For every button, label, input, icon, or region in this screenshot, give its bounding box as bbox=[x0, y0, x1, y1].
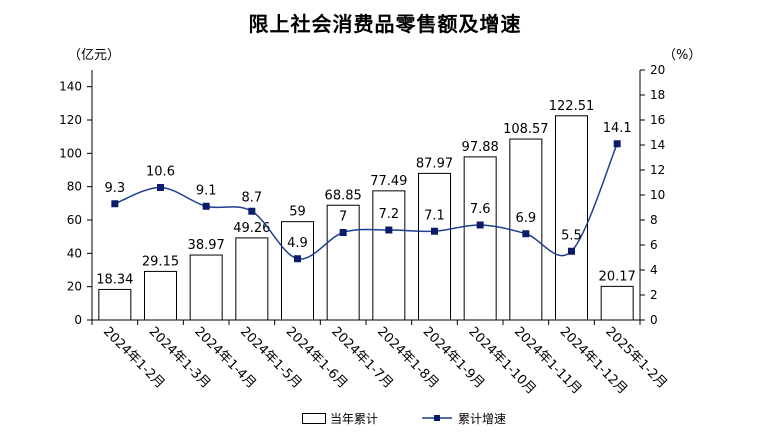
right-axis-unit: （%） bbox=[663, 48, 702, 63]
right-tick-label: 0 bbox=[650, 313, 658, 327]
right-tick-label: 20 bbox=[650, 63, 665, 77]
legend-line-swatch bbox=[422, 415, 452, 421]
bar-value-label: 49.26 bbox=[233, 221, 270, 236]
bar-value-label: 77.49 bbox=[370, 174, 407, 189]
left-tick-label: 40 bbox=[67, 246, 82, 260]
growth-marker bbox=[202, 202, 210, 210]
growth-value-label: 7.1 bbox=[424, 208, 445, 223]
growth-marker bbox=[339, 229, 347, 236]
left-axis-unit: （亿元） bbox=[68, 48, 121, 63]
bar bbox=[372, 190, 406, 321]
growth-marker bbox=[568, 247, 575, 255]
growth-value-label: 8.7 bbox=[241, 190, 262, 205]
left-tick-label: 140 bbox=[59, 80, 82, 94]
bar-value-label: 68.85 bbox=[325, 188, 362, 203]
growth-marker bbox=[111, 200, 119, 208]
growth-marker bbox=[385, 226, 393, 234]
right-tick-label: 16 bbox=[650, 113, 665, 127]
growth-value-label: 6.9 bbox=[515, 211, 536, 226]
bar bbox=[509, 138, 543, 321]
growth-value-label: 5.5 bbox=[561, 228, 582, 243]
right-tick-label: 4 bbox=[650, 263, 658, 277]
left-tick-label: 100 bbox=[59, 146, 82, 160]
right-tick-label: 8 bbox=[650, 213, 658, 227]
bar-value-label: 18.34 bbox=[96, 272, 133, 287]
growth-value-label: 4.9 bbox=[287, 236, 308, 251]
bar-value-label: 20.17 bbox=[599, 269, 636, 284]
growth-marker bbox=[613, 140, 621, 148]
bar-value-label: 108.57 bbox=[503, 122, 549, 137]
bar bbox=[463, 156, 497, 321]
bar bbox=[235, 237, 269, 321]
growth-marker bbox=[431, 227, 438, 235]
growth-marker bbox=[522, 230, 530, 238]
left-tick-label: 120 bbox=[59, 113, 82, 127]
bar-value-label: 122.51 bbox=[549, 99, 595, 114]
left-tick-label: 20 bbox=[67, 280, 82, 294]
growth-value-label: 7.6 bbox=[470, 202, 491, 217]
growth-value-label: 7.2 bbox=[378, 207, 399, 222]
bar-value-label: 97.88 bbox=[462, 140, 499, 155]
bar bbox=[555, 115, 588, 321]
right-tick-label: 12 bbox=[650, 163, 665, 177]
bar bbox=[326, 204, 360, 321]
right-tick-label: 18 bbox=[650, 88, 665, 102]
growth-marker bbox=[248, 207, 256, 215]
right-tick-label: 6 bbox=[650, 238, 658, 252]
left-tick-label: 80 bbox=[67, 180, 82, 194]
growth-value-label: 10.6 bbox=[146, 165, 175, 180]
growth-marker bbox=[294, 255, 301, 263]
growth-value-label: 9.1 bbox=[196, 183, 217, 198]
growth-value-label: 14.1 bbox=[603, 121, 632, 136]
right-tick-label: 14 bbox=[650, 138, 665, 152]
bar bbox=[600, 285, 634, 321]
growth-value-label: 9.3 bbox=[104, 181, 125, 196]
bar bbox=[281, 221, 314, 321]
bar-value-label: 29.15 bbox=[142, 254, 179, 269]
bar bbox=[418, 172, 451, 321]
bar-value-label: 38.97 bbox=[188, 238, 225, 253]
growth-value-label: 7 bbox=[339, 210, 347, 225]
legend-line-label: 累计增速 bbox=[458, 412, 507, 426]
bar bbox=[189, 254, 223, 321]
left-tick-label: 60 bbox=[67, 213, 82, 227]
right-tick-label: 2 bbox=[650, 288, 658, 302]
legend-bar-swatch bbox=[302, 413, 326, 424]
legend-bar-label: 当年累计 bbox=[330, 412, 379, 426]
legend: 当年累计 累计增速 bbox=[300, 408, 540, 428]
chart-title: 限上社会消费品零售额及增速 bbox=[248, 12, 522, 36]
growth-marker bbox=[476, 221, 484, 229]
bar bbox=[98, 288, 132, 321]
bar-value-label: 87.97 bbox=[416, 156, 453, 171]
left-tick-label: 0 bbox=[74, 313, 82, 327]
bar bbox=[144, 270, 177, 321]
bar-value-label: 59 bbox=[289, 205, 306, 220]
growth-marker bbox=[157, 184, 164, 191]
right-tick-label: 10 bbox=[650, 188, 665, 202]
